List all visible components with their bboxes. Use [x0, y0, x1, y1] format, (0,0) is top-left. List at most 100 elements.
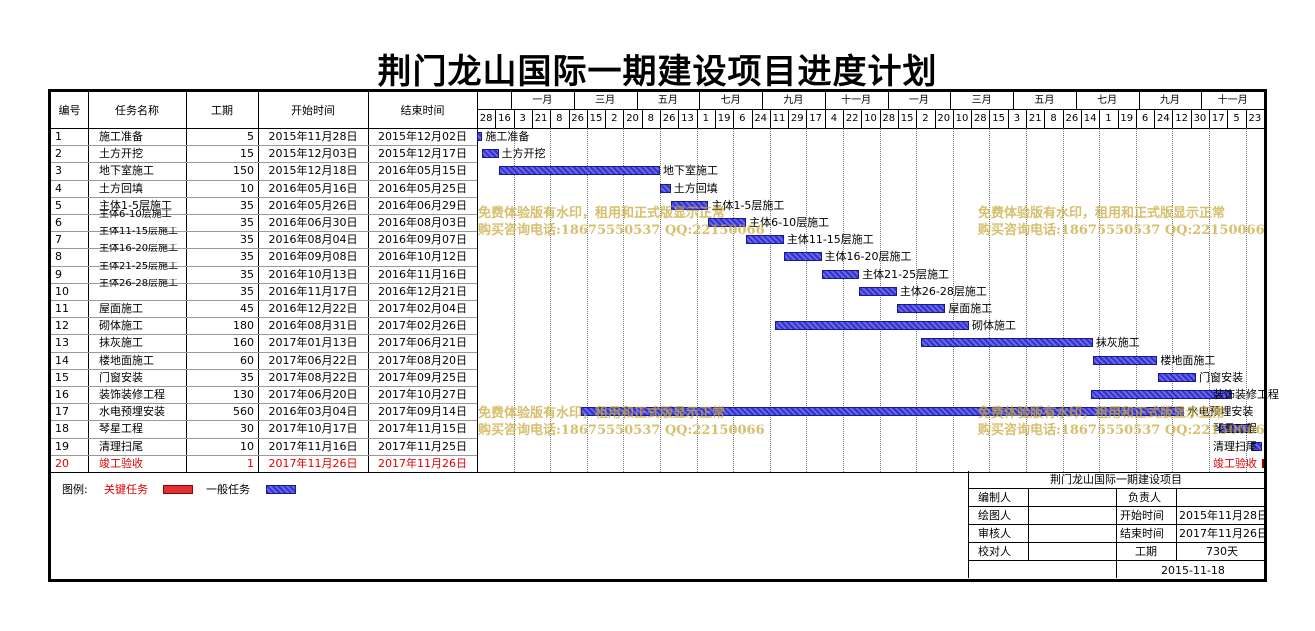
- task-no: 10: [55, 284, 69, 298]
- table-col-divider: [477, 92, 478, 472]
- task-bar-label: 土方开挖: [501, 147, 546, 161]
- watermark-line1: 免费体验版有水印，租用和正式版显示正常: [478, 206, 726, 221]
- task-no: 11: [55, 302, 69, 315]
- timeline-day-divider: [824, 109, 826, 128]
- info-drawer-label: 绘图人: [978, 509, 1011, 522]
- task-name: 楼地面施工: [99, 353, 154, 367]
- legend-normal-label: 一般任务: [206, 483, 250, 496]
- timeline-day-label: 26: [662, 113, 676, 124]
- task-bar: [1261, 458, 1264, 468]
- timeline-day-label: 4: [830, 113, 838, 124]
- task-name: 装饰装修工程: [99, 388, 165, 401]
- task-bar: [1092, 355, 1158, 365]
- timeline-month-divider: [1075, 92, 1077, 109]
- timeline-day-label: 23: [1248, 113, 1262, 124]
- task-name: 主体16-20层施工: [99, 244, 179, 255]
- task-bar: [581, 407, 1185, 417]
- watermark-line1: 免费体验版有水印，租用和正式版显示正常: [478, 406, 726, 421]
- task-no: 19: [55, 439, 69, 453]
- grid-dotted-line: [769, 128, 771, 472]
- task-duration: 35: [240, 233, 254, 247]
- task-duration: 15: [240, 147, 254, 161]
- task-bar: [775, 321, 969, 331]
- grid-dotted-line: [696, 128, 698, 472]
- info-editor-label: 编制人: [978, 491, 1011, 504]
- task-no: 13: [55, 336, 69, 350]
- task-start: 2017年06月22日: [268, 353, 358, 367]
- timeline-month-label: 九月: [1159, 95, 1180, 106]
- task-bar-label: 装饰装修工程: [1213, 388, 1279, 401]
- timeline-day-divider: [806, 109, 808, 128]
- task-start: 2016年12月22日: [268, 302, 358, 315]
- task-bar: [1090, 390, 1231, 399]
- timeline-day-label: 26: [571, 113, 585, 124]
- task-end: 2017年11月15日: [378, 422, 467, 436]
- task-bar: [498, 166, 661, 176]
- task-name: 琴星工程: [99, 422, 143, 436]
- task-end: 2017年02月26日: [378, 319, 467, 333]
- timeline-day-divider: [934, 109, 936, 128]
- task-end: 2017年09月25日: [378, 370, 467, 384]
- info-divider: [1176, 488, 1177, 560]
- task-name: 主体21-25层施工: [99, 261, 179, 272]
- timeline-day-label: 5: [1233, 113, 1240, 124]
- task-start: 2015年12月18日: [268, 164, 358, 178]
- task-duration: 5: [247, 130, 254, 143]
- timeline-day-label: 28: [882, 113, 896, 124]
- timeline-day-divider: [769, 109, 771, 128]
- row-divider: [51, 265, 477, 267]
- legend-label: 图例:: [62, 483, 88, 496]
- task-duration: 10: [240, 181, 254, 195]
- task-duration: 35: [240, 267, 254, 281]
- watermark-line2: 购买咨询电话:18675550537 QQ:22150066: [978, 223, 1265, 238]
- timeline-month-divider: [762, 92, 763, 109]
- timeline-day-divider: [605, 109, 607, 128]
- col-header-start: 开始时间: [291, 104, 335, 117]
- timeline-day-label: 15: [992, 113, 1005, 124]
- timeline-day-divider: [1099, 109, 1101, 128]
- timeline-day-label: 20: [626, 113, 639, 124]
- timeline-month-label: 五月: [1034, 95, 1055, 106]
- task-end: 2016年08月03日: [378, 216, 467, 229]
- legend-normal-swatch: [266, 485, 296, 494]
- row-divider: [51, 214, 477, 215]
- task-name: 砌体施工: [99, 319, 143, 333]
- timeline-day-label: 12: [1175, 113, 1188, 124]
- timeline-day-label: 10: [864, 113, 877, 124]
- task-bar: [670, 200, 709, 210]
- timeline-day-label: 10: [955, 113, 969, 124]
- timeline-day-label: 2: [611, 113, 618, 124]
- grid-dotted-line: [1099, 128, 1101, 472]
- timeline-day-label: 8: [556, 113, 563, 124]
- timeline-day-label: 28: [973, 113, 987, 124]
- task-bar: [482, 149, 499, 159]
- task-duration: 30: [240, 422, 254, 436]
- row-divider: [51, 179, 477, 181]
- task-name: 主体1-5层施工: [99, 198, 172, 212]
- task-bar-label: 屋面施工: [948, 302, 993, 315]
- timeline-day-label: 30: [1193, 113, 1207, 124]
- task-duration: 560: [233, 405, 254, 419]
- timeline-day-label: 14: [1083, 113, 1097, 124]
- timeline-month-label: 九月: [783, 95, 804, 106]
- grid-dotted-line: [550, 128, 552, 472]
- grid-dotted-line: [1172, 128, 1174, 472]
- timeline-month-label: 三月: [971, 95, 992, 106]
- task-end: 2016年12月21日: [378, 284, 467, 298]
- timeline-day-divider: [843, 109, 845, 128]
- timeline-day-divider: [1007, 109, 1009, 128]
- timeline-month-divider: [511, 92, 512, 109]
- task-end: 2017年11月26日: [378, 456, 467, 470]
- task-end: 2016年05月15日: [378, 164, 467, 178]
- timeline-day-label: 28: [479, 113, 493, 124]
- timeline-day-divider: [696, 109, 698, 128]
- task-name: 土方开挖: [99, 147, 143, 161]
- info-checker-label: 校对人: [978, 545, 1011, 558]
- timeline-day-divider: [623, 109, 625, 128]
- grid-dotted-line: [806, 128, 808, 472]
- task-name: 水电预埋安装: [99, 405, 165, 419]
- legend-critical-label: 关键任务: [104, 483, 148, 496]
- timeline-day-divider: [897, 109, 899, 128]
- task-end: 2016年05月25日: [378, 181, 467, 195]
- timeline-day-divider: [550, 109, 552, 128]
